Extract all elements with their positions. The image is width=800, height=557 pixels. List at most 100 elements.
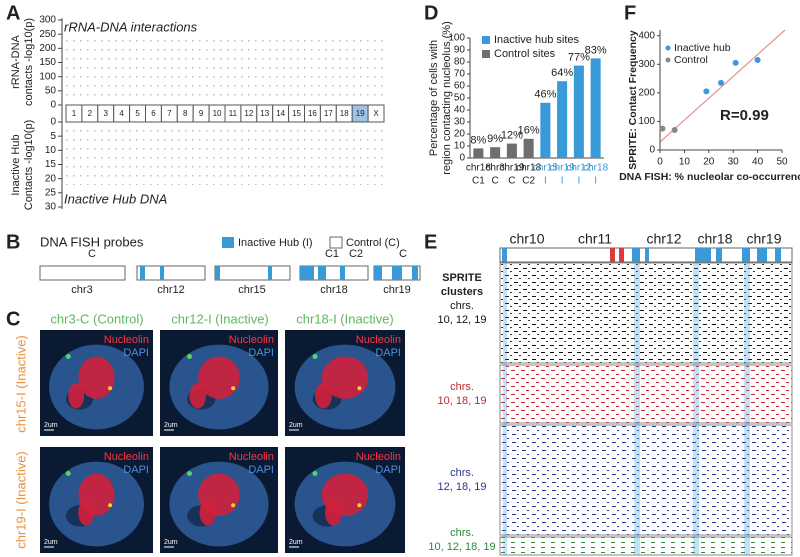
y-tick-label: 10 — [45, 145, 57, 156]
probe-spot — [312, 354, 318, 359]
cluster-block — [499, 536, 793, 556]
value-label: 9% — [487, 133, 503, 145]
hub — [340, 266, 345, 280]
y-tick-label: 100 — [39, 71, 56, 82]
chromosome-label: chr3 — [71, 284, 92, 296]
hub-band — [634, 263, 640, 555]
probe-spot — [187, 354, 192, 359]
y-tick-label: 10 — [454, 141, 466, 152]
chromosome-label: chr18 — [697, 231, 732, 247]
chromosome-label: chr19 — [746, 231, 781, 247]
hub — [610, 248, 615, 262]
stain-label: DAPI — [248, 464, 274, 476]
stain-label: Nucleolin — [104, 451, 149, 463]
chromosome-label: chr18 — [320, 284, 348, 296]
chromosome-label: 8 — [183, 109, 188, 118]
hub — [632, 248, 640, 262]
y-tick-label: 0 — [50, 117, 56, 128]
bar — [573, 65, 584, 158]
y-tick-label: 100 — [448, 33, 465, 44]
hub — [645, 248, 649, 262]
group-label: 12, 18, 19 — [438, 481, 487, 493]
point — [732, 59, 739, 66]
hub — [502, 248, 507, 262]
hub — [160, 266, 164, 280]
hub — [695, 248, 711, 262]
chromosome-label: 7 — [167, 109, 172, 118]
probe-spot — [357, 386, 362, 391]
nucleolus — [199, 499, 217, 526]
x-label: DNA FISH: % nucleolar co-occurrence — [619, 171, 800, 183]
legend-swatch — [222, 237, 234, 248]
legend-swatch — [482, 36, 490, 44]
value-label: 46% — [534, 89, 556, 101]
nucleolus — [78, 499, 95, 526]
nucleolus — [189, 383, 207, 409]
chromosome-label: chr19 — [383, 284, 411, 296]
trend-line — [659, 29, 786, 143]
chromosome-label: 9 — [199, 109, 204, 118]
hub-band — [693, 263, 699, 555]
chromosome-label: 5 — [135, 109, 140, 118]
y-tick-label: 25 — [45, 187, 57, 198]
point — [659, 125, 666, 132]
group-label: 10, 12, 18, 19 — [428, 541, 495, 553]
chromosome-label: 19 — [356, 109, 365, 118]
hub — [215, 266, 220, 280]
chromosome-label: 13 — [260, 109, 269, 118]
chromosome-label: 1 — [72, 109, 77, 118]
value-label: 77% — [568, 52, 590, 64]
chromosome-label: 6 — [151, 109, 156, 118]
panel-label: D — [424, 2, 438, 24]
y-tick-label: 100 — [638, 116, 655, 127]
nucleolus — [198, 356, 240, 399]
panel-f: 0 100 200 300 400 0 10 20 30 40 50 DNA FISH: % nucl… — [619, 29, 800, 183]
y-tick-label: 60 — [454, 81, 466, 92]
y-tick-label: 400 — [638, 30, 655, 41]
x-tick-label: chr12 — [566, 163, 591, 174]
probe-label: C2 — [349, 248, 363, 260]
group-label: 10, 12, 19 — [438, 314, 487, 326]
legend-label: Control (C) — [346, 237, 400, 249]
panel-a: rRNA-DNA interactions Inactive Hub DNA r… — [10, 15, 385, 213]
stain-label: DAPI — [123, 464, 149, 476]
x-tick-label: 50 — [776, 157, 788, 168]
x-tick-label: chr3 — [485, 163, 505, 174]
stain-label: Nucleolin — [229, 451, 274, 463]
chromosome-label: 10 — [213, 109, 222, 118]
x-tick-label: chr18 — [516, 163, 541, 174]
y-tick-label: 5 — [50, 131, 56, 142]
hub-band — [503, 263, 507, 555]
nucleolus — [315, 383, 332, 409]
panel-b-title: DNA FISH probes — [40, 234, 144, 249]
legend-swatch — [329, 236, 343, 249]
panel-a-top-title: rRNA-DNA interactions — [64, 19, 198, 34]
y-label: rRNA-DNA — [10, 34, 22, 88]
legend-swatch — [665, 57, 671, 63]
hub — [412, 266, 418, 280]
chromosome-label: 16 — [308, 109, 317, 118]
texture — [66, 40, 384, 102]
point — [671, 127, 678, 133]
nucleolus — [325, 499, 342, 526]
hub — [300, 266, 314, 280]
y-tick-label: 80 — [454, 57, 466, 68]
hub — [140, 266, 145, 280]
stain-label: Nucleolin — [229, 334, 274, 346]
probe-spot — [357, 503, 362, 508]
column-title: chr18-I (Inactive) — [296, 311, 394, 326]
panel-e: chr10 chr11 chr12 chr18 chr19 SPRITE clu… — [428, 231, 793, 556]
y-tick-label: 0 — [649, 145, 655, 156]
hub — [374, 266, 382, 280]
legend-label: Inactive Hub (I) — [238, 237, 313, 249]
chromosome-label: 4 — [119, 109, 124, 118]
panel-c: chr3-C (Control) chr12-I (Inactive) chr1… — [13, 311, 405, 553]
x-tick-label: C1 — [472, 176, 485, 187]
hub — [716, 248, 722, 262]
stain-label: DAPI — [375, 464, 401, 476]
chromosome-label: chr12 — [646, 231, 681, 247]
nucleolus — [321, 356, 369, 399]
bar — [473, 148, 484, 158]
chromosome-label: 18 — [340, 109, 349, 118]
